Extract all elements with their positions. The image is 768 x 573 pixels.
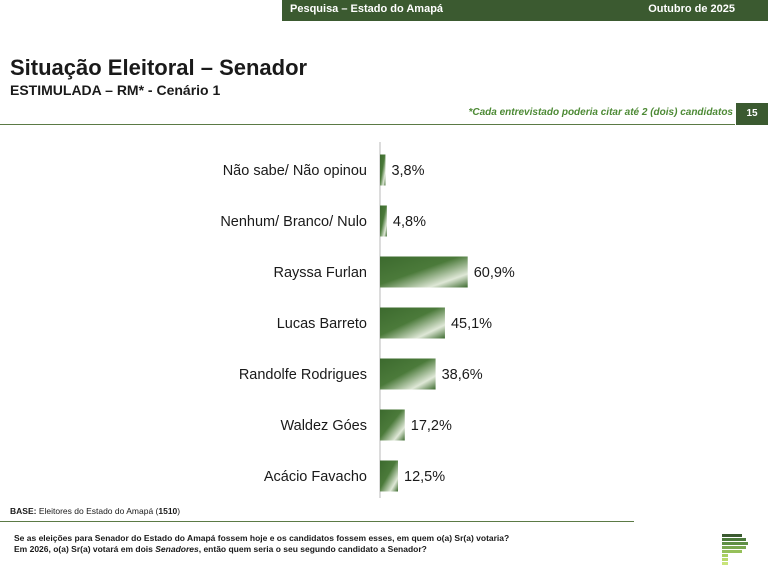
bar (380, 409, 405, 441)
category-label: Acácio Favacho (264, 469, 367, 485)
footer-divider (0, 521, 634, 522)
bar (380, 154, 386, 186)
brand-logo-icon (722, 534, 748, 565)
base-count: 1510 (158, 506, 178, 516)
bar (380, 205, 387, 237)
value-label: 3,8% (391, 163, 424, 179)
question-line-2-pre: Em 2026, o(a) Sr(a) votará em dois (14, 544, 156, 554)
base-note: BASE: Eleitores do Estado do Amapá (1510… (10, 506, 180, 516)
value-label: 38,6% (442, 367, 483, 383)
survey-label: Pesquisa – Estado do Amapá (290, 3, 444, 15)
page-number: 15 (736, 103, 768, 125)
footnote-candidates: *Cada entrevistado poderia citar até 2 (… (468, 107, 733, 118)
bar (380, 307, 445, 339)
category-label: Waldez Góes (281, 418, 368, 434)
survey-date: Outubro de 2025 (648, 3, 735, 15)
base-text: Eleitores do Estado do Amapá ( (36, 506, 159, 516)
question-line-2-post: , então quem seria o seu segundo candida… (198, 544, 427, 554)
base-close: ) (177, 506, 181, 516)
bar (380, 256, 468, 288)
question-line-1: Se as eleições para Senador do Estado do… (14, 533, 510, 543)
value-label: 4,8% (393, 214, 426, 230)
bar-chart: Não sabe/ Não opinou 3,8% Nenhum/ Branco/ … (220, 142, 515, 498)
page-subtitle: ESTIMULADA – RM* - Cenário 1 (10, 82, 221, 98)
page-title: Situação Eleitoral – Senador (10, 55, 308, 80)
category-label: Não sabe/ Não opinou (223, 163, 367, 179)
value-label: 17,2% (411, 418, 452, 434)
category-label: Lucas Barreto (277, 316, 367, 332)
value-label: 60,9% (474, 265, 515, 281)
question-line-2-em: Senadores (155, 544, 199, 554)
value-label: 45,1% (451, 316, 492, 332)
survey-question: Se as eleições para Senador do Estado do… (14, 533, 509, 555)
category-label: Rayssa Furlan (274, 265, 367, 281)
category-label: Randolfe Rodrigues (239, 367, 367, 383)
header-bar: Pesquisa – Estado do Amapá Outubro de 20… (282, 0, 768, 21)
header-divider (0, 124, 735, 125)
question-line-2: Em 2026, o(a) Sr(a) votará em dois Senad… (14, 544, 509, 555)
bar (380, 358, 436, 390)
bar (380, 460, 398, 492)
value-label: 12,5% (404, 469, 445, 485)
base-label: BASE: (10, 506, 37, 516)
category-label: Nenhum/ Branco/ Nulo (220, 214, 367, 230)
